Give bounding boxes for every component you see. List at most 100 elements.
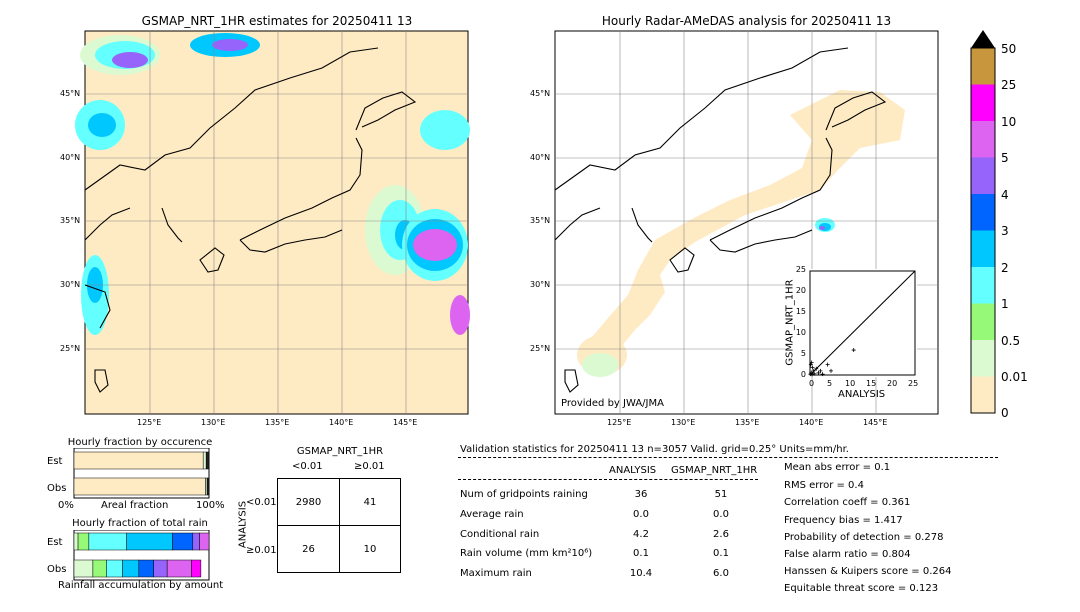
right-lon-label: 135°E (735, 418, 760, 427)
colorbar-label: 25 (1001, 78, 1017, 92)
right-map-title: Hourly Radar-AMeDAS analysis for 2025041… (601, 14, 892, 28)
contingency-hline (278, 525, 400, 526)
validation-col-header: GSMAP_NRT_1HR (671, 465, 758, 476)
contingency-cell: 10 (363, 544, 377, 555)
validation-score: Hanssen & Kuipers score = 0.264 (784, 566, 952, 577)
colorbar-segment (971, 230, 995, 267)
total-rain-xlabel: Rainfall accumulation by amount (58, 580, 224, 591)
left-map-precip (75, 33, 470, 335)
validation-gsmap-value: 0.0 (713, 509, 729, 520)
occurrence-bar-segment (205, 451, 210, 470)
total-rain-bar-segment (126, 532, 173, 551)
scatter-xtick: 0 (809, 379, 815, 388)
left-lat-label: 25°N (60, 344, 81, 353)
scatter-point (816, 370, 821, 375)
validation-gsmap-value: 0.1 (713, 548, 729, 559)
total-rain-bar-segment (166, 559, 192, 578)
total-rain-bar-segment (153, 559, 168, 578)
validation-row-label: Num of gridpoints raining (460, 489, 588, 500)
occurrence-row-label: Obs (47, 483, 67, 494)
colorbar-segment (971, 303, 995, 340)
colorbar-segment (971, 376, 995, 413)
colorbar-segment (971, 194, 995, 231)
scatter-ylabel: GSMAP_NRT_1HR (784, 279, 796, 366)
total-rain-bar-segment (138, 559, 154, 578)
contingency-grid: 2980 41 26 10 (277, 478, 401, 573)
left-lat-label: 40°N (60, 153, 81, 162)
occurrence-xtick-start: 0% (58, 500, 74, 511)
colorbar-label: 0.01 (1001, 370, 1028, 384)
scatter-xtick: 5 (827, 379, 833, 388)
scatter-point (812, 371, 817, 376)
contingency-cell: 2980 (295, 497, 322, 508)
occurrence-bar-segment (73, 451, 204, 470)
contingency-col-label: <0.01 (292, 461, 323, 472)
right-lon-label: 125°E (607, 418, 632, 427)
total-rain-bar-segment (73, 532, 79, 551)
total-rain-row-label: Est (47, 537, 63, 548)
right-lat-label: 35°N (530, 216, 551, 225)
validation-gsmap-value: 51 (714, 489, 728, 500)
scatter-point (829, 368, 833, 373)
total-rain-bar-segment (199, 532, 210, 551)
total-rain-bar-segment (191, 559, 202, 578)
occurrence-bar-segment (206, 477, 210, 496)
scatter-point (825, 362, 830, 367)
scatter-point (851, 348, 856, 353)
scatter-point (818, 368, 823, 373)
occurrence-title: Hourly fraction by occurence (67, 437, 213, 448)
scatter-diagonal (809, 270, 916, 376)
scatter-ytick: 10 (795, 328, 806, 337)
validation-row-label: Average rain (460, 509, 524, 520)
colorbar-segment (971, 157, 995, 194)
total-rain-row-label: Obs (47, 564, 67, 575)
left-lat-label: 35°N (60, 216, 81, 225)
colorbar-label: 10 (1001, 115, 1017, 129)
total-rain-bar-segment (122, 559, 140, 578)
right-lon-label: 145°E (863, 418, 888, 427)
occurrence-bar-segment (73, 477, 206, 496)
right-map-coastline (554, 47, 887, 393)
colorbar-segment (971, 48, 995, 85)
colorbar-segments (971, 48, 995, 413)
left-lon-label: 125°E (137, 418, 162, 427)
scatter-point (810, 372, 815, 377)
right-lat-label: 30°N (530, 280, 551, 289)
validation-analysis-value: 10.4 (629, 568, 653, 579)
validation-score: Probability of detection = 0.278 (784, 532, 944, 543)
left-lon-label: 130°E (201, 418, 226, 427)
total-rain-bars (73, 532, 210, 578)
validation-score: Frequency bias = 1.417 (784, 515, 903, 526)
validation-score: False alarm ratio = 0.804 (784, 549, 911, 560)
right-lat-label: 45°N (530, 89, 551, 98)
scatter-ytick: 5 (800, 349, 806, 358)
scatter-xlabel: ANALYSIS (838, 389, 886, 400)
total-rain-bar-segment (92, 559, 107, 578)
contingency-col-label: ≥0.01 (354, 461, 385, 472)
total-rain-bar-segment (73, 559, 94, 578)
colorbar-segment (971, 267, 995, 304)
scatter-point (808, 362, 813, 367)
scatter-xtick: 15 (866, 379, 877, 388)
total-rain-bar-segment (106, 559, 123, 578)
validation-col-header: ANALYSIS (609, 465, 657, 476)
scatter-ytick: 0 (800, 370, 806, 379)
colorbar-segment (971, 121, 995, 158)
right-lon-label: 130°E (671, 418, 696, 427)
data-credit: Provided by JWA/JMA (561, 398, 664, 409)
colorbar-label: 0.5 (1001, 334, 1021, 348)
colorbar-label: 5 (1001, 151, 1009, 165)
validation-analysis-value: 0.0 (633, 509, 649, 520)
validation-header: Validation statistics for 20250411 13 n=… (460, 444, 849, 455)
occurrence-chart (73, 448, 210, 499)
colorbar-label: 3 (1001, 224, 1009, 238)
scatter-xtick: 10 (845, 379, 856, 388)
right-lat-label: 25°N (530, 344, 551, 353)
occurrence-bar-segment (202, 451, 207, 470)
validation-gsmap-value: 2.6 (713, 529, 729, 540)
contingency-row-label: <0.01 (246, 497, 277, 508)
validation-row-label: Conditional rain (460, 529, 540, 540)
validation-score: Equitable threat score = 0.123 (784, 583, 939, 594)
occurrence-bars (73, 451, 210, 496)
left-map-coastline (84, 47, 417, 393)
